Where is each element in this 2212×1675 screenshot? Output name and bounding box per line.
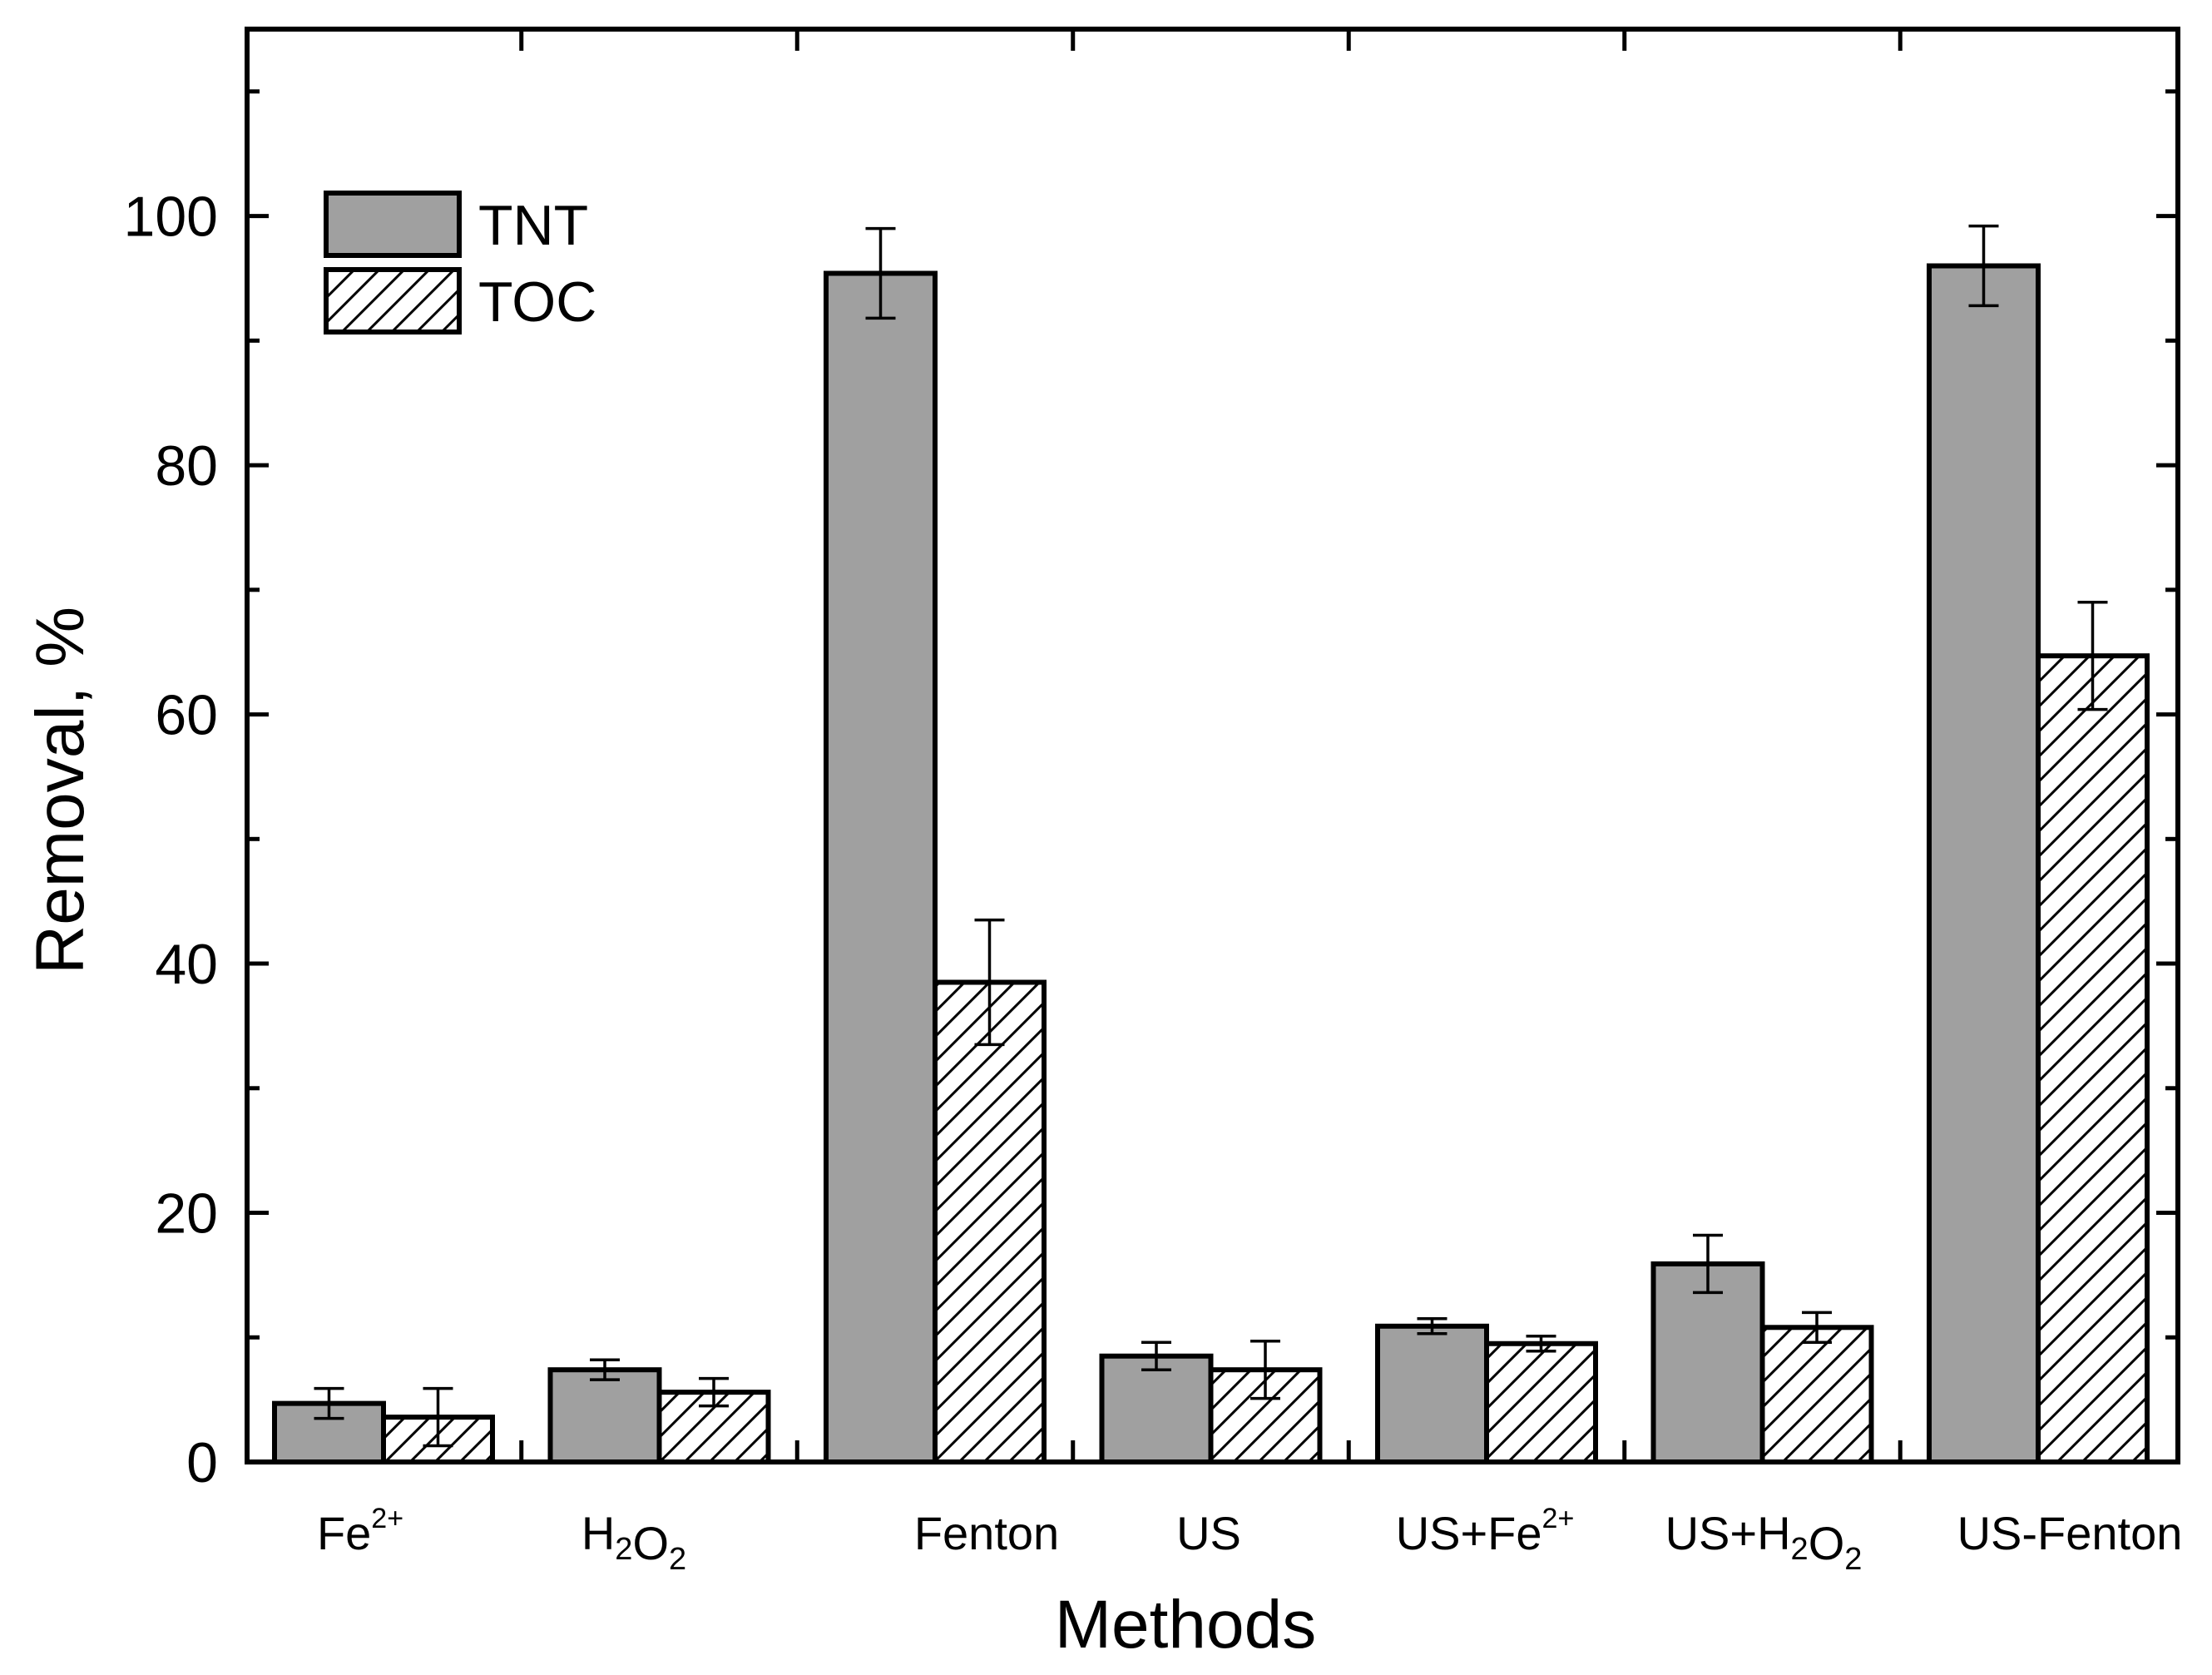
legend-swatch-tnt	[324, 191, 462, 258]
plot-frame	[245, 27, 2180, 1464]
x-category-label-1: H2O2	[581, 1507, 686, 1577]
y-tick-label: 20	[155, 1182, 218, 1246]
x-category-label-3: US	[1176, 1507, 1241, 1559]
axes-layer	[245, 27, 2180, 1464]
y-tick-label: 40	[155, 933, 218, 996]
legend-swatch-toc	[324, 267, 462, 335]
y-tick-label: 80	[155, 434, 218, 498]
x-category-label-4: US+Fe2+	[1396, 1503, 1575, 1559]
ticks-layer	[247, 29, 2178, 1464]
x-category-label-0: Fe2+	[317, 1503, 403, 1559]
x-category-label-5: US+H2O2	[1665, 1507, 1863, 1577]
bar-toc-2	[933, 979, 1047, 1465]
bar-toc-6	[2036, 653, 2150, 1464]
y-tick-label: 0	[186, 1431, 218, 1494]
error-bars-layer	[314, 224, 2108, 1448]
x-category-label-6: US-Fenton	[1957, 1507, 2183, 1559]
bar-tnt-3	[1099, 1353, 1214, 1464]
y-axis-title: Removal, %	[22, 607, 98, 974]
bar-toc-4	[1484, 1340, 1598, 1464]
bar-toc-5	[1759, 1325, 1874, 1464]
labels-layer: 0 20 40 60 80 100 Fe2+ H2O2 Fenton US US+Fe2+ US+H2…	[124, 186, 2183, 1577]
bar-tnt-2	[824, 270, 938, 1465]
bar-toc-1	[656, 1390, 771, 1465]
x-axis-title: Methods	[1055, 1587, 1317, 1663]
y-tick-label: 60	[155, 684, 218, 747]
bar-tnt-4	[1375, 1323, 1489, 1464]
bar-tnt-6	[1927, 263, 2041, 1464]
legend-label-toc: TOC	[478, 270, 596, 334]
x-category-label-2: Fenton	[914, 1507, 1059, 1559]
y-tick-label: 100	[124, 186, 218, 249]
legend: TNT TOC	[324, 191, 596, 335]
legend-label-tnt: TNT	[478, 194, 588, 257]
bars-layer	[272, 263, 2150, 1465]
bar-tnt-1	[547, 1367, 662, 1464]
